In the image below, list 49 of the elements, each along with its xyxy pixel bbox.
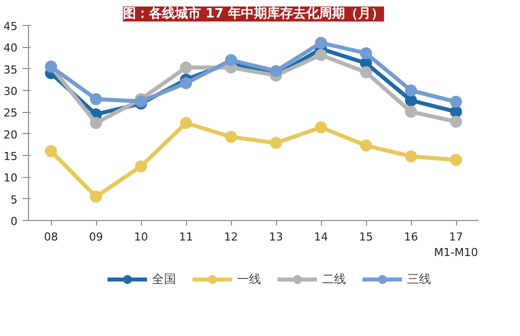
y-tick-label: 20	[4, 128, 18, 142]
x-tick-label: 17 M1-M10	[434, 230, 478, 260]
point	[180, 77, 192, 90]
point	[405, 84, 417, 96]
point	[135, 160, 147, 172]
point	[180, 62, 192, 74]
x-tick-label: 08	[44, 230, 58, 244]
point	[315, 121, 327, 134]
y-tick-label: 40	[4, 42, 18, 55]
point	[315, 36, 327, 49]
point	[450, 116, 462, 128]
point	[360, 66, 372, 78]
point	[90, 190, 102, 203]
y-tick-label: 45	[4, 20, 18, 33]
x-tick-label: 16	[404, 230, 418, 244]
y-tick-label: 35	[4, 63, 18, 76]
point	[315, 48, 327, 61]
point	[405, 106, 417, 118]
point	[90, 93, 102, 106]
y-tick-label: 5	[10, 193, 18, 206]
x-tick-label: 09	[89, 230, 103, 244]
y-tick-label: 15	[4, 150, 18, 163]
point	[405, 150, 417, 162]
point	[270, 65, 282, 77]
x-tick-label: 12	[224, 230, 238, 244]
point	[360, 140, 372, 152]
x-tick-label: 11	[179, 230, 193, 244]
legend-label: 三线	[407, 270, 431, 288]
point	[360, 47, 372, 60]
y-tick-label: 25	[4, 106, 18, 120]
legend-label: 全国	[152, 270, 176, 288]
point	[450, 154, 462, 166]
x-tick-label: 15	[359, 230, 373, 244]
point	[225, 130, 237, 143]
legend-label: 一线	[237, 270, 261, 288]
point	[180, 117, 192, 129]
point	[90, 117, 102, 129]
x-tick-label: 10	[134, 230, 148, 244]
point	[450, 96, 462, 108]
legend-label: 二线	[322, 270, 346, 288]
x-tick-label: 14	[314, 230, 328, 244]
chart-title: 图：各线城市 17 年中期库存去化周期（月）	[122, 6, 384, 22]
x-tick-label: 13	[269, 230, 283, 244]
point	[405, 94, 417, 106]
y-tick-label: 0	[10, 215, 18, 228]
y-tick-label: 30	[4, 85, 18, 98]
y-tick-label: 10	[4, 172, 18, 185]
point	[270, 136, 282, 149]
point	[45, 145, 57, 158]
